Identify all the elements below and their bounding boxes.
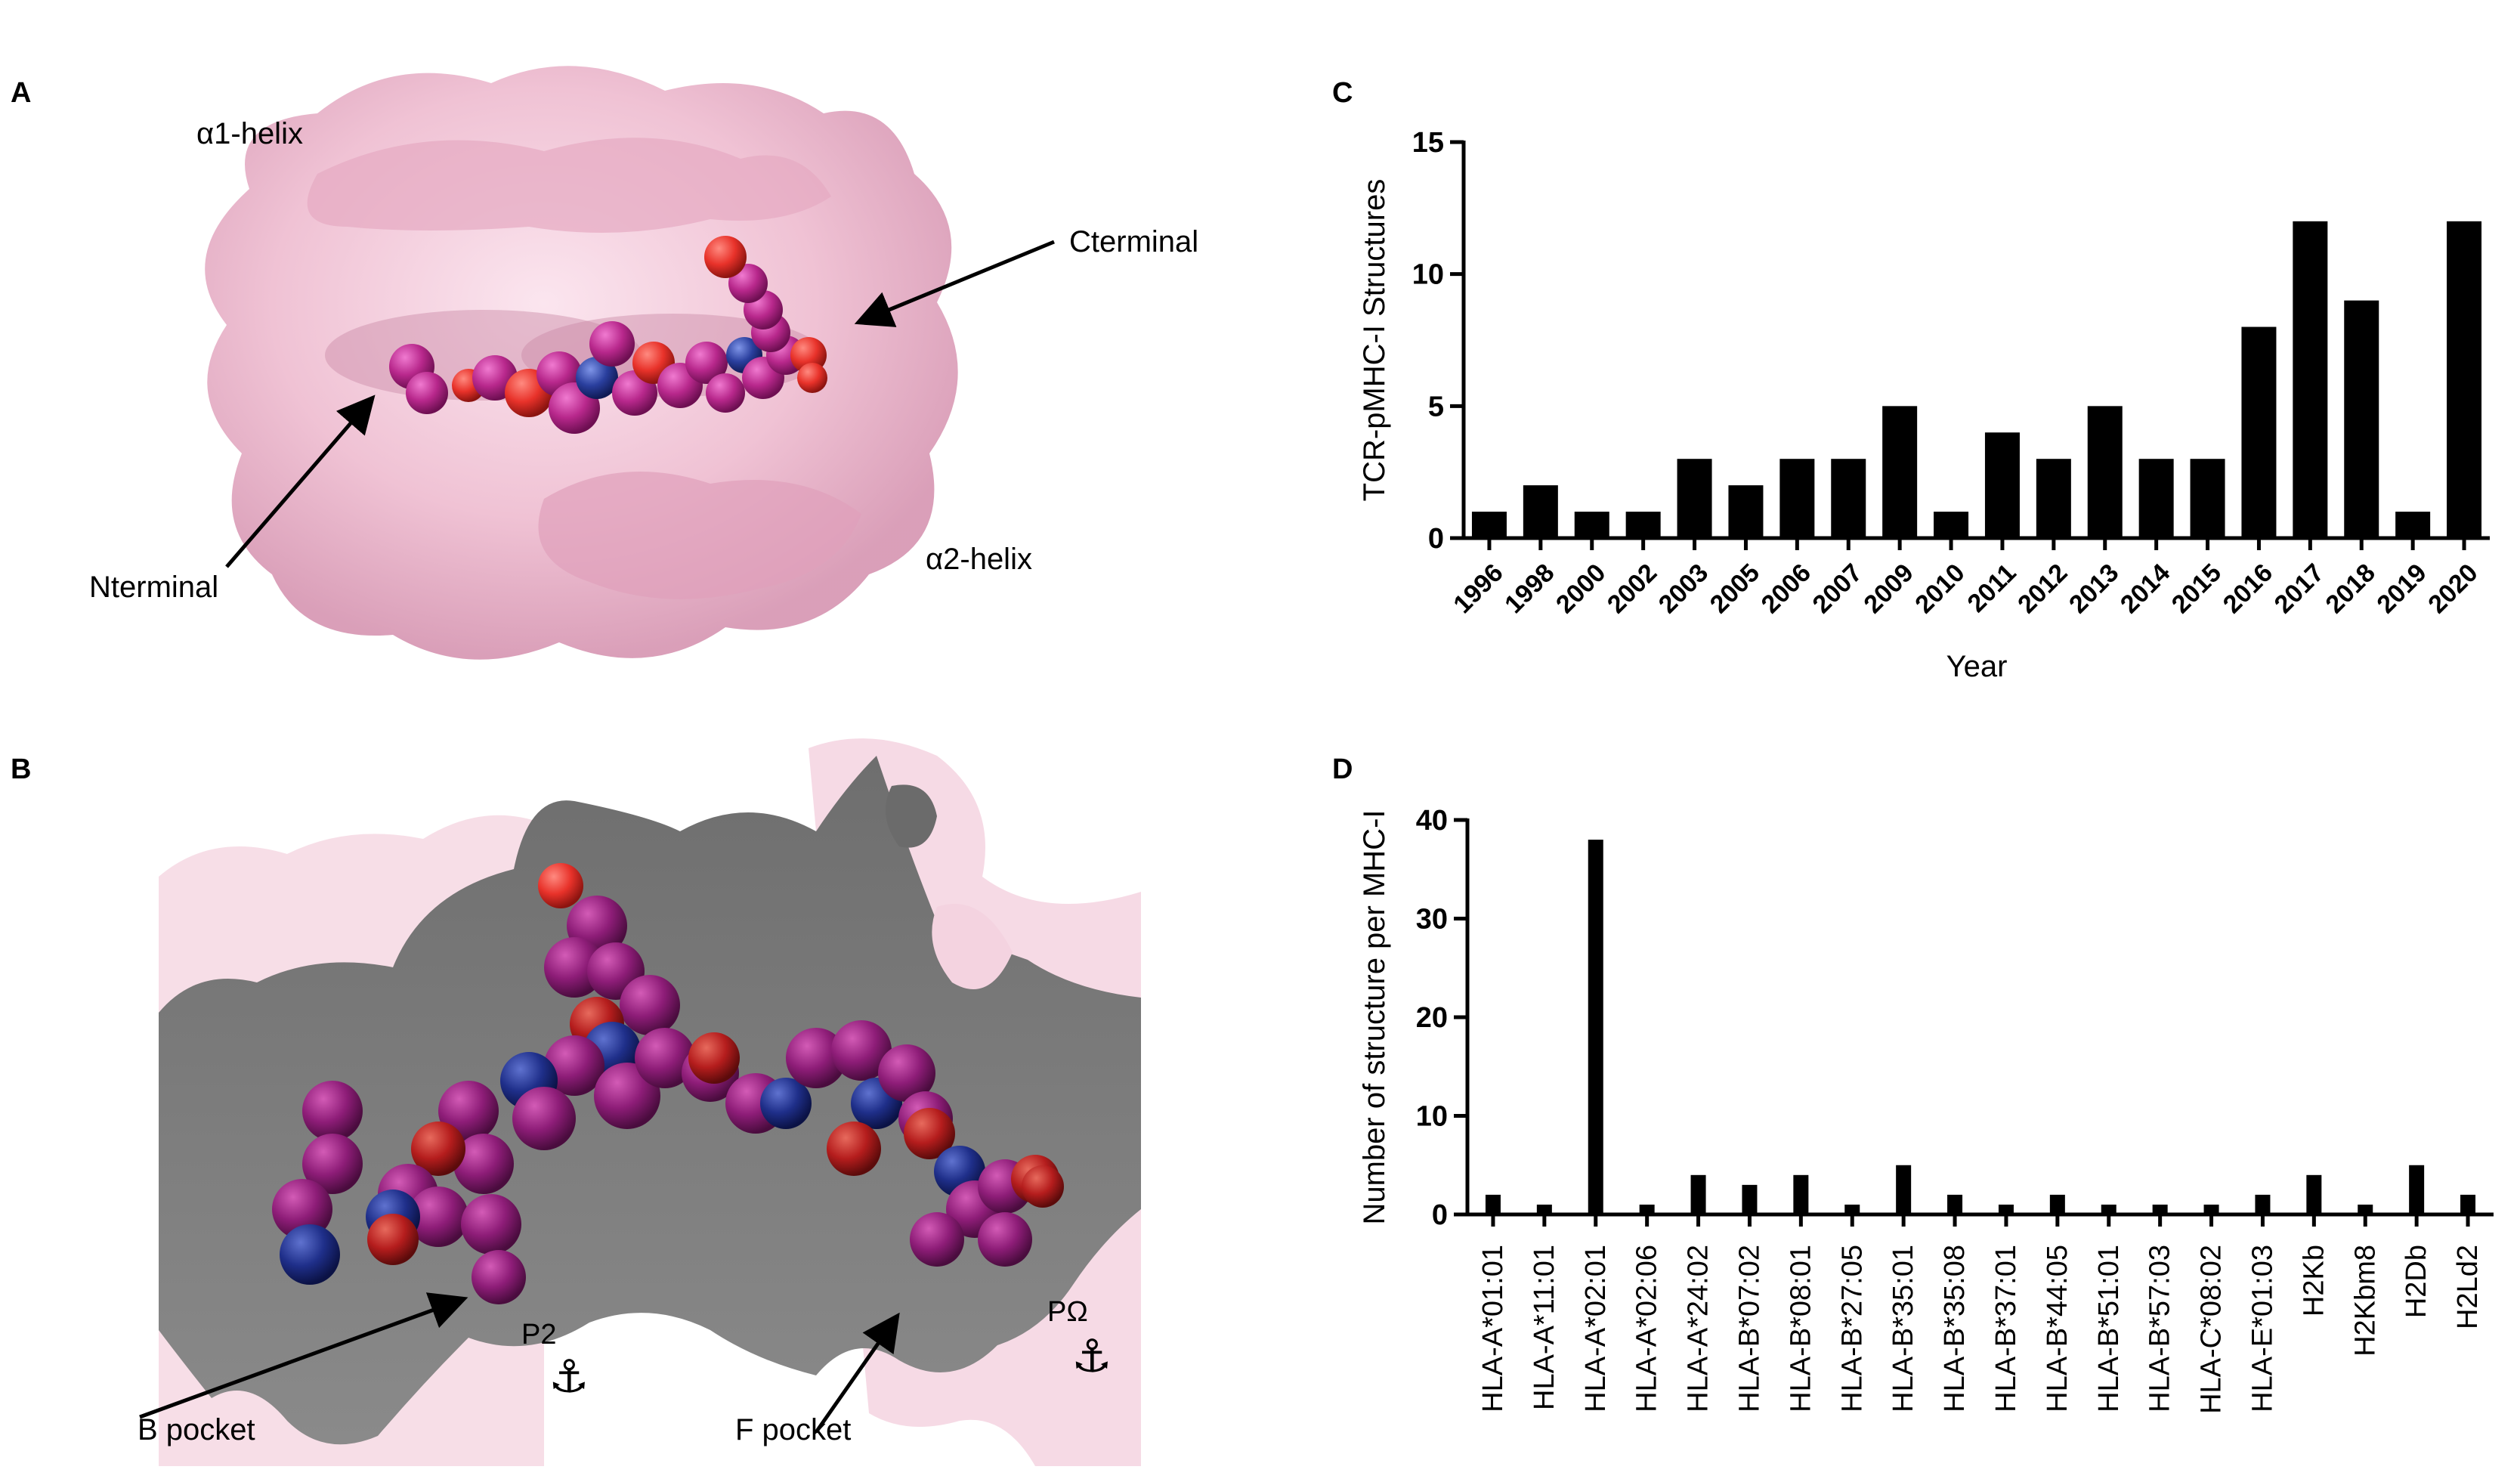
- alpha2-helix-label: α2-helix: [926, 543, 1032, 576]
- x-tick-label: HLA-B*57:03: [2144, 1245, 2176, 1412]
- y-tick-label: 0: [1428, 523, 1444, 555]
- bar: [1677, 459, 1712, 538]
- bar: [1779, 459, 1815, 538]
- y-tick-label: 0: [1432, 1199, 1448, 1231]
- panel-d-letter: D: [1332, 753, 1353, 785]
- bar: [2049, 1194, 2065, 1214]
- nterminal-arrow: [225, 394, 376, 568]
- bar: [2152, 1204, 2168, 1214]
- bar: [2306, 1174, 2322, 1214]
- y-tick-label: 30: [1416, 904, 1448, 936]
- peptide-spheres-a: [389, 236, 827, 434]
- x-tick-label: HLA-C*08:02: [2196, 1245, 2228, 1414]
- b-pocket-arrow: [139, 1292, 468, 1419]
- bar: [2203, 1204, 2219, 1214]
- bar: [2395, 512, 2431, 538]
- x-tick-label: H2Db: [2401, 1245, 2432, 1318]
- x-tick-label: HLA-A*02:06: [1631, 1245, 1663, 1412]
- panel-a-letter: A: [11, 77, 32, 109]
- cterminal-arrow: [854, 240, 1055, 327]
- alpha1-helix-label: α1-helix: [196, 117, 303, 150]
- b-pocket-label: B pocket: [138, 1413, 255, 1446]
- x-tick-label: HLA-A*02:01: [1580, 1245, 1612, 1412]
- bar: [1728, 485, 1764, 538]
- bar: [1574, 512, 1609, 538]
- x-tick-label: H2Kb: [2298, 1245, 2330, 1316]
- cterminal-label: Cterminal: [1069, 225, 1199, 258]
- x-tick-label: HLA-B*27:05: [1836, 1245, 1868, 1412]
- bar: [1471, 512, 1507, 538]
- nterminal-label: Nterminal: [89, 571, 219, 604]
- y-tick-label: 20: [1416, 1002, 1448, 1034]
- f-pocket-label: F pocket: [735, 1413, 852, 1446]
- bar: [1896, 1165, 1912, 1214]
- bar: [1984, 432, 2020, 538]
- x-tick-label: HLA-B*44:05: [2042, 1245, 2073, 1412]
- bar: [2293, 221, 2328, 538]
- y-tick-label: 15: [1412, 127, 1444, 159]
- x-tick-label: HLA-A*01:01: [1477, 1245, 1509, 1412]
- bar: [2447, 221, 2482, 538]
- bar: [2460, 1194, 2476, 1214]
- bar: [1639, 1204, 1655, 1214]
- p2-label: P2: [521, 1319, 557, 1351]
- x-tick-label: HLA-E*01:03: [2246, 1245, 2278, 1412]
- bar: [1844, 1204, 1860, 1214]
- y-tick-label: 10: [1412, 259, 1444, 291]
- bar: [1536, 1204, 1552, 1214]
- x-axis-label: Year: [1946, 650, 2008, 683]
- bar: [2101, 1204, 2116, 1214]
- f-pocket-arrow: [814, 1312, 900, 1434]
- x-tick-label: HLA-B*51:01: [2093, 1245, 2125, 1412]
- bar: [2190, 459, 2225, 538]
- bar: [1523, 485, 1558, 538]
- y-tick-label: 40: [1416, 805, 1448, 837]
- y-axis-label: Number of structure per MHC-I: [1358, 809, 1391, 1224]
- bar: [2344, 300, 2379, 538]
- x-tick-label: HLA-B*07:02: [1733, 1245, 1765, 1412]
- x-tick-label: HLA-A*24:02: [1683, 1245, 1715, 1412]
- panel-b-letter: B: [11, 753, 32, 785]
- bar: [1588, 840, 1603, 1214]
- y-tick-label: 10: [1416, 1101, 1448, 1133]
- x-tick-label: H2Ld2: [2452, 1245, 2484, 1329]
- bar: [1934, 512, 1969, 538]
- bar: [2409, 1165, 2425, 1214]
- bar: [1742, 1184, 1758, 1214]
- p2-anchor-icon: ⚓: [549, 1351, 589, 1403]
- x-tick-label: HLA-B*37:01: [1990, 1245, 2022, 1412]
- bar: [1882, 406, 1918, 538]
- bar: [1690, 1174, 1706, 1214]
- bar: [2255, 1194, 2271, 1214]
- x-tick-label: H2Kbm8: [2349, 1245, 2381, 1357]
- bar: [2241, 326, 2277, 538]
- y-axis-label: TCR-pMHC-I Structures: [1358, 179, 1391, 502]
- pomega-anchor-icon: ⚓: [1071, 1330, 1112, 1383]
- bar: [1793, 1174, 1809, 1214]
- bar: [1831, 459, 1866, 538]
- pomega-label: PΩ: [1047, 1296, 1088, 1328]
- bar: [2036, 459, 2071, 538]
- panel-c-letter: C: [1332, 77, 1353, 109]
- x-tick-label: HLA-B*08:01: [1785, 1245, 1817, 1412]
- bar: [2358, 1204, 2373, 1214]
- x-tick-label: HLA-B*35:01: [1888, 1245, 1919, 1412]
- y-tick-label: 5: [1428, 391, 1444, 422]
- bar: [1947, 1194, 1963, 1214]
- bar: [1625, 512, 1661, 538]
- x-tick-label: HLA-A*11:01: [1529, 1245, 1560, 1410]
- panel-b-structure: [159, 738, 1141, 1466]
- bar: [1485, 1194, 1501, 1214]
- bar: [2087, 406, 2123, 538]
- x-tick-label: HLA-B*35:08: [1939, 1245, 1971, 1412]
- bar: [2138, 459, 2174, 538]
- bar: [1998, 1204, 2014, 1214]
